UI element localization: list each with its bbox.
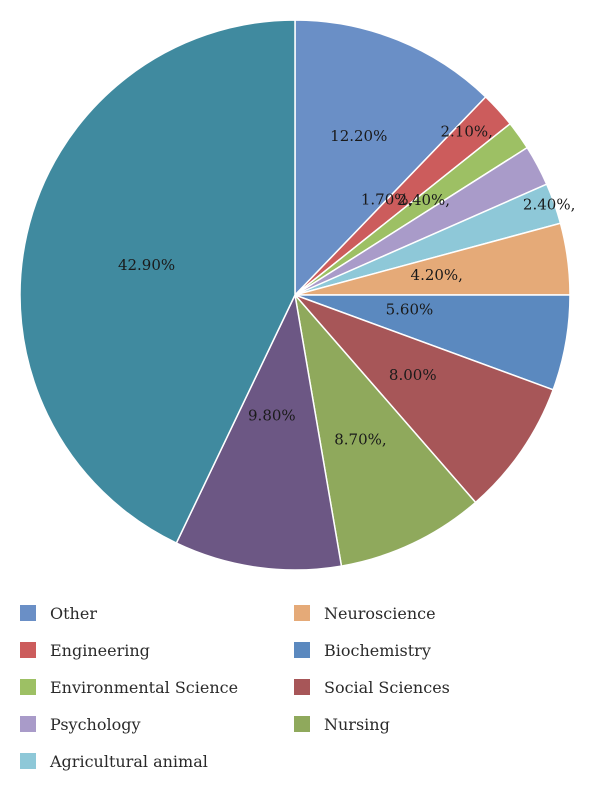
legend-item-other: Other xyxy=(20,600,97,626)
slice-data-label: 9.80% xyxy=(248,407,296,425)
legend-swatch xyxy=(294,716,310,732)
legend-label: Neuroscience xyxy=(324,603,436,623)
legend-label: Nursing xyxy=(324,714,390,734)
slice-data-label: 42.90% xyxy=(118,256,175,274)
legend-swatch xyxy=(20,679,36,695)
legend-swatch xyxy=(294,605,310,621)
legend-label: Other xyxy=(50,603,97,623)
slice-data-label: 8.00% xyxy=(389,366,437,384)
slice-data-label: 8.70%, xyxy=(334,430,386,448)
slice-data-label: 5.60% xyxy=(386,301,434,319)
slice-data-label: 2.40%, xyxy=(398,191,450,209)
legend-label: Social Sciences xyxy=(324,677,450,697)
legend-item-psychology: Psychology xyxy=(20,711,141,737)
legend-label: Psychology xyxy=(50,714,141,734)
legend-swatch xyxy=(294,679,310,695)
legend-item-social-sciences: Social Sciences xyxy=(294,674,450,700)
pie-slice-social-sciences xyxy=(294,294,555,504)
legend-item-environmental-science: Environmental Science xyxy=(20,674,238,700)
slice-data-label: 2.40%, xyxy=(523,195,575,213)
pie-slice-9 xyxy=(175,292,343,571)
pie-slice-nursing xyxy=(293,292,477,567)
legend-item-nursing: Nursing xyxy=(294,711,390,737)
legend-swatch xyxy=(20,605,36,621)
pie-slice-10 xyxy=(19,19,296,545)
legend-swatch xyxy=(20,716,36,732)
legend-swatch xyxy=(20,753,36,769)
legend-label: Engineering xyxy=(50,640,150,660)
slice-data-label: 2.10%, xyxy=(440,122,492,140)
slice-data-label: 4.20%, xyxy=(411,266,463,284)
pie-chart: 12.20% 2.10%,1.70%,2.40%, 2.40%,4.20%,5.60… xyxy=(19,19,575,571)
slice-data-label: 1.70%, xyxy=(361,190,413,208)
legend-label: Environmental Science xyxy=(50,677,239,697)
legend-label: Agricultural animal xyxy=(50,751,208,771)
legend-label: Biochemistry xyxy=(324,640,431,660)
pie-slice-other xyxy=(294,19,487,297)
slice-data-label: 12.20% xyxy=(330,127,387,145)
legend-swatch xyxy=(294,642,310,658)
legend-item-neuroscience: Neuroscience xyxy=(294,600,436,626)
legend-item-biochemistry: Biochemistry xyxy=(294,637,431,663)
legend-item-engineering: Engineering xyxy=(20,637,150,663)
legend-swatch xyxy=(20,642,36,658)
legend-item-agricultural-animal: Agricultural animal xyxy=(20,748,208,774)
